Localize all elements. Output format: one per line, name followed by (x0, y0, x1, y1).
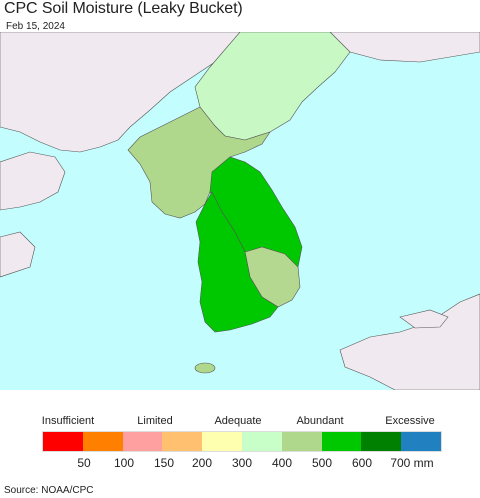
jeju-island (194, 362, 216, 374)
legend-tick-300: 300 (231, 456, 253, 470)
legend-swatch (321, 432, 362, 451)
legend-swatch (361, 432, 402, 451)
legend-tick-500: 500 (311, 456, 333, 470)
legend-label-excessive: Excessive (385, 415, 435, 427)
legend-tick-50: 50 (77, 456, 91, 470)
china-coast-south (0, 231, 36, 278)
northwest-lowland-region (127, 106, 271, 219)
southwest-region (195, 191, 279, 333)
legend-swatch (202, 432, 242, 451)
legend-label-limited: Limited (137, 415, 173, 427)
legend-swatch (401, 432, 441, 451)
legend-tick-200: 200 (191, 456, 213, 470)
legend-tick-150: 150 (153, 456, 175, 470)
soil-moisture-map (0, 32, 480, 390)
legend-swatch (241, 432, 282, 451)
legend-tick-700: 700 mm (390, 456, 434, 470)
map-date: Feb 15, 2024 (6, 21, 65, 32)
legend-tick-400: 400 (271, 456, 293, 470)
legend: Insufficient Limited Adequate Abundant E… (0, 410, 480, 472)
legend-label-abundant: Abundant (296, 415, 344, 427)
legend-swatch (281, 432, 322, 451)
legend-swatch (82, 432, 123, 451)
legend-swatch (162, 432, 203, 451)
map-title: CPC Soil Moisture (Leaky Bucket) (4, 0, 243, 17)
legend-label-adequate: Adequate (214, 415, 262, 427)
legend-colorbar (42, 431, 442, 452)
legend-swatch (122, 432, 163, 451)
legend-swatch (43, 432, 83, 451)
source-credit: Source: NOAA/CPC (4, 485, 94, 496)
shandong-peninsula (0, 151, 66, 211)
legend-tick-100: 100 (113, 456, 135, 470)
japan-islands (399, 309, 449, 329)
legend-label-insufficient: Insufficient (41, 415, 95, 427)
legend-tick-600: 600 (351, 456, 373, 470)
